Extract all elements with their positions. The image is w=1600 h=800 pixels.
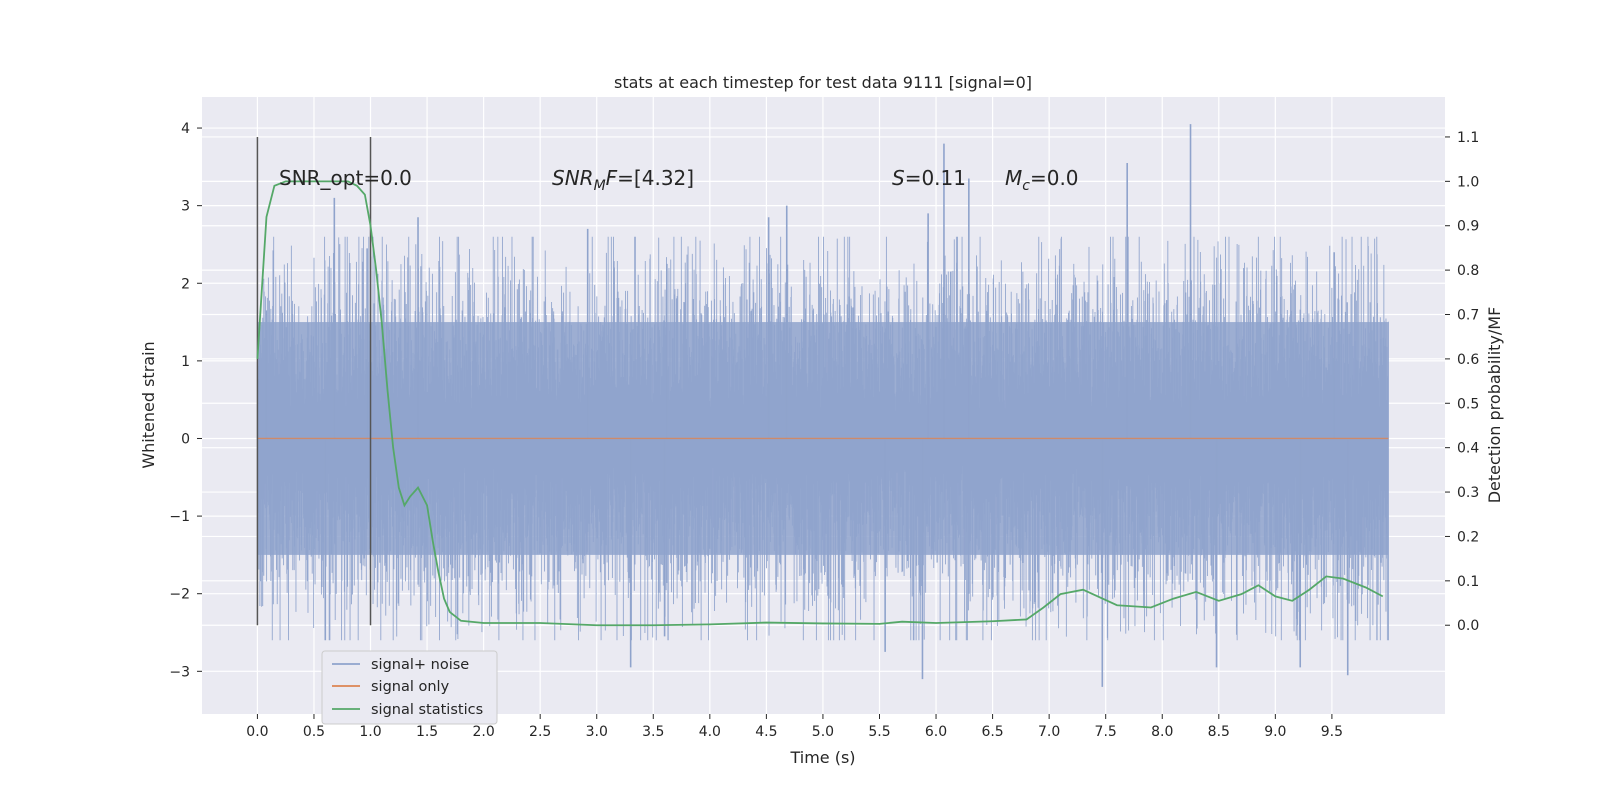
x-tick-label: 9.5	[1321, 724, 1343, 740]
x-tick-label: 3.0	[586, 724, 608, 740]
legend-box	[321, 650, 498, 725]
y2-tick-label: 0.3	[1457, 485, 1479, 501]
legend-label-signal-noise: signal+ noise	[371, 657, 469, 673]
y2-tick-label: 0.0	[1457, 618, 1479, 634]
y2-axis-title: Detection probability/MF	[1485, 307, 1504, 504]
x-tick-label: 4.0	[699, 724, 721, 740]
y2-tick-label: 0.4	[1457, 441, 1479, 457]
y2-tick-label: 0.8	[1457, 263, 1479, 279]
y-tick-label: 3	[181, 199, 190, 215]
x-tick-label: 2.0	[472, 724, 494, 740]
x-tick-label: 7.5	[1095, 724, 1117, 740]
x-tick-label: 1.5	[416, 724, 438, 740]
x-tick-label: 1.0	[359, 724, 381, 740]
annotation-snr-opt: SNR_opt=0.0	[279, 166, 412, 190]
y-tick-label: 4	[181, 121, 190, 137]
y-axis-ticks: −3 −2 −1 0 1 2 3 4	[169, 121, 202, 680]
x-tick-label: 6.5	[981, 724, 1003, 740]
y2-tick-label: 1.0	[1457, 174, 1479, 190]
y2-tick-label: 0.9	[1457, 219, 1479, 235]
x-tick-label: 6.0	[925, 724, 947, 740]
y-tick-label: −2	[169, 587, 190, 603]
annotation-mc: Mc=0.0	[1005, 166, 1079, 194]
y-tick-label: −1	[169, 509, 190, 525]
vertical-markers	[256, 136, 372, 626]
chart-title: stats at each timestep for test data 911…	[614, 73, 1032, 92]
y2-tick-label: 0.5	[1457, 396, 1479, 412]
signal-statistics-line	[256, 180, 1384, 627]
x-tick-label: 5.5	[868, 724, 890, 740]
y2-tick-label: 0.6	[1457, 352, 1479, 368]
x-tick-label: 0.0	[246, 724, 268, 740]
y-tick-label: −3	[169, 664, 190, 680]
y2-tick-label: 0.7	[1457, 308, 1479, 324]
legend: signal+ noise signal only signal statist…	[321, 650, 498, 725]
x-tick-label: 4.5	[755, 724, 777, 740]
x-axis-ticks: 0.0 0.5 1.0 1.5 2.0 2.5 3.0 3.5 4.0 4.5 5.0 5.5 6.0 6…	[246, 714, 1343, 740]
x-tick-label: 0.5	[303, 724, 325, 740]
annotation-s: S=0.11	[892, 166, 966, 190]
legend-label-signal-statistics: signal statistics	[371, 702, 483, 718]
x-tick-label: 9.0	[1264, 724, 1286, 740]
x-axis-title: Time (s)	[789, 748, 855, 767]
x-tick-label: 8.0	[1151, 724, 1173, 740]
x-tick-label: 3.5	[642, 724, 664, 740]
y2-tick-label: 0.1	[1457, 574, 1479, 590]
y2-tick-label: 1.1	[1457, 130, 1479, 146]
x-tick-label: 8.5	[1208, 724, 1230, 740]
x-tick-label: 7.0	[1038, 724, 1060, 740]
y-tick-label: 0	[181, 431, 190, 447]
y2-axis-ticks: 0.0 0.1 0.2 0.3 0.4 0.5 0.6 0.7 0.8 0.9 1.0 1.1	[1445, 130, 1479, 634]
y-axis-title: Whitened strain	[139, 341, 158, 468]
legend-label-signal-only: signal only	[371, 679, 450, 695]
signal-statistics-series	[256, 180, 1384, 627]
x-tick-label: 5.0	[812, 724, 834, 740]
annotation-snr-mf: SNRMF=[4.32]	[552, 166, 694, 194]
y-tick-label: 1	[181, 354, 190, 370]
y2-tick-label: 0.2	[1457, 529, 1479, 545]
y-tick-label: 2	[181, 276, 190, 292]
x-tick-label: 2.5	[529, 724, 551, 740]
